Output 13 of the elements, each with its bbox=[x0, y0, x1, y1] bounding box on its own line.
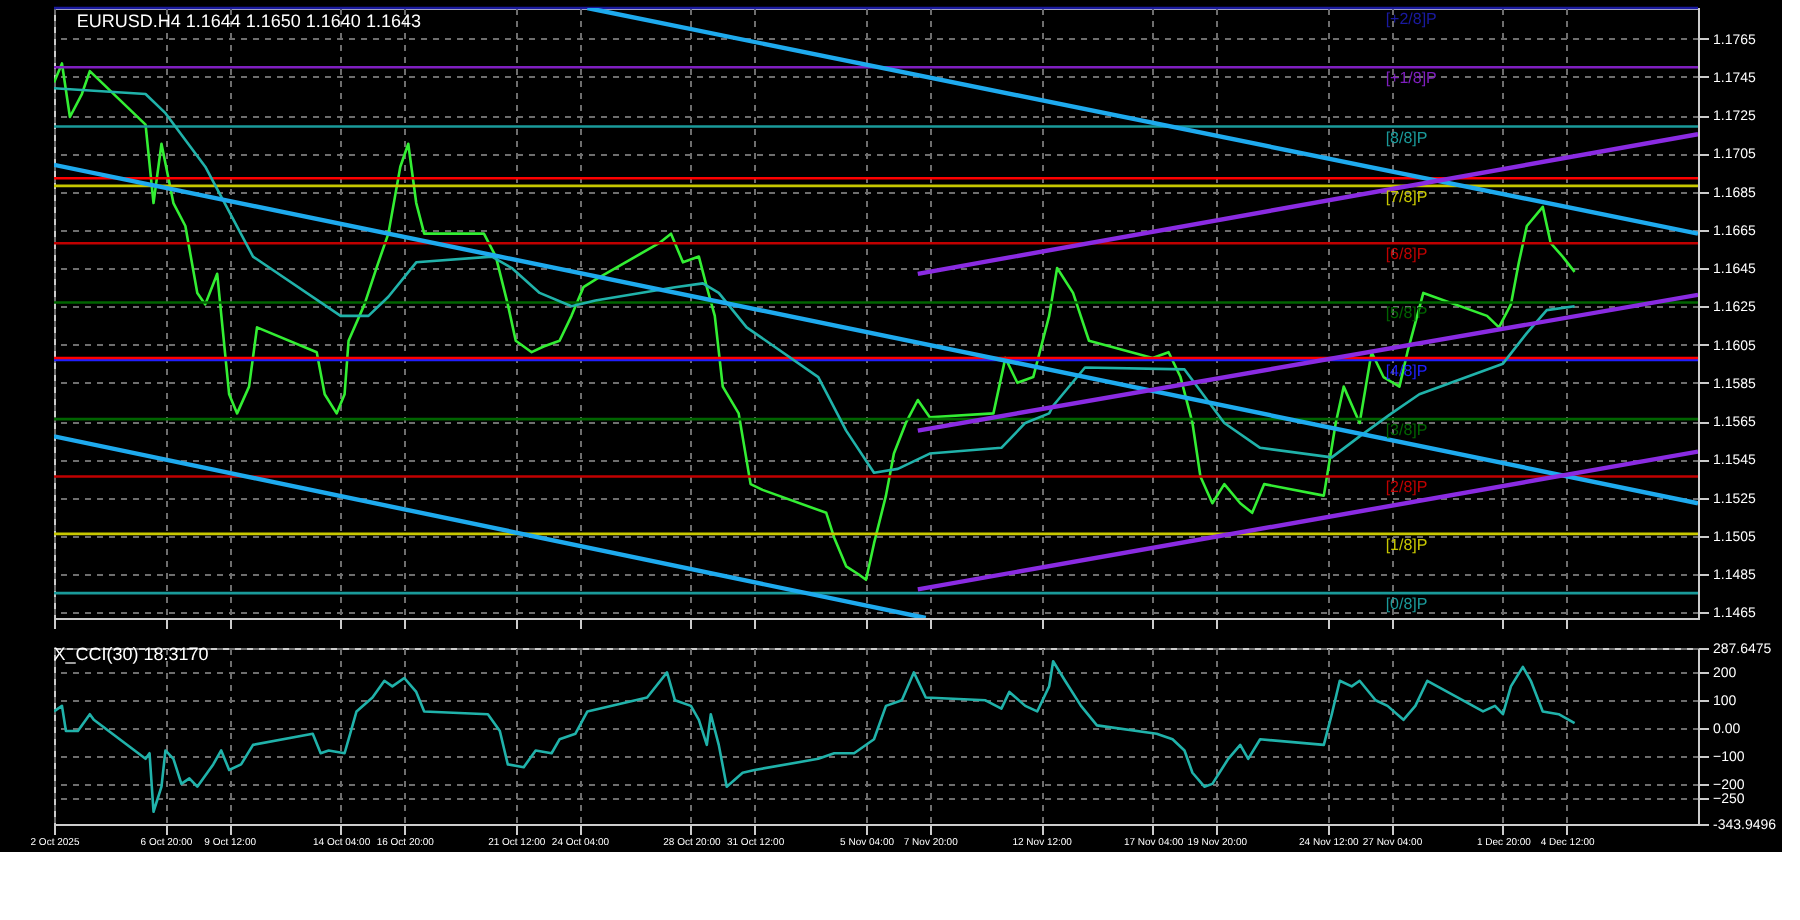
chart-title: EURUSD.H4 1.1644 1.1650 1.1640 1.1643 bbox=[76, 10, 421, 31]
ref-line-label: [3/8]P bbox=[1385, 421, 1428, 440]
ref-line-label: [+1/8]P bbox=[1385, 69, 1437, 88]
ref-line-label: [8/8]P bbox=[1385, 128, 1428, 147]
line-series bbox=[54, 87, 1576, 474]
line-series bbox=[54, 62, 1576, 582]
ref-line-label: [0/8]P bbox=[1385, 595, 1428, 614]
chart-title: X_CCI(30) 18.3170 bbox=[53, 644, 209, 664]
ref-line-label: [1/8]P bbox=[1385, 535, 1428, 554]
ref-line-label: [2/8]P bbox=[1385, 478, 1428, 497]
ref-line-label: [7/8]P bbox=[1385, 187, 1428, 206]
ref-line-label: [+2/8]P bbox=[1385, 10, 1437, 28]
ref-line-label: [6/8]P bbox=[1385, 245, 1428, 264]
